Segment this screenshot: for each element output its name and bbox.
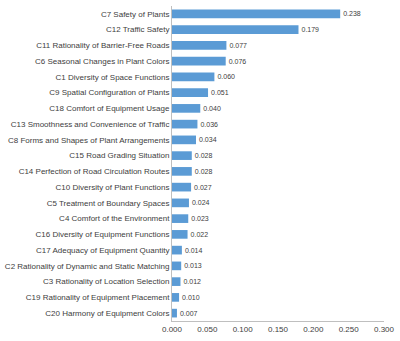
svg-text:0.034: 0.034 (199, 136, 217, 143)
svg-text:0.040: 0.040 (203, 105, 221, 112)
svg-text:0.076: 0.076 (229, 58, 247, 65)
svg-text:0.051: 0.051 (211, 89, 229, 96)
svg-text:0.200: 0.200 (303, 325, 324, 334)
svg-text:0.250: 0.250 (339, 325, 360, 334)
svg-text:C6 Seasonal Changes in Plant C: C6 Seasonal Changes in Plant Colors (35, 57, 169, 66)
svg-text:C15 Road Grading Situation: C15 Road Grading Situation (69, 151, 169, 160)
svg-text:C5 Treatment of Boundary Space: C5 Treatment of Boundary Spaces (47, 199, 170, 208)
svg-text:0.050: 0.050 (197, 325, 218, 334)
svg-text:0.010: 0.010 (182, 294, 200, 301)
svg-text:C12 Traffic Safety: C12 Traffic Safety (106, 25, 169, 34)
svg-text:0.012: 0.012 (183, 278, 201, 285)
svg-text:C14 Perfection of Road Circula: C14 Perfection of Road Circulation Route… (19, 167, 170, 176)
svg-text:C11 Rationality of Barrier-Fre: C11 Rationality of Barrier-Free Roads (36, 41, 169, 50)
svg-text:0.022: 0.022 (191, 231, 209, 238)
svg-text:0.014: 0.014 (185, 247, 203, 254)
svg-text:C10 Diversity of Plant Functio: C10 Diversity of Plant Functions (56, 183, 170, 192)
svg-text:C4 Comfort of the Environment: C4 Comfort of the Environment (59, 214, 170, 223)
svg-text:0.077: 0.077 (229, 42, 247, 49)
svg-text:C20 Harmony of Equipment Color: C20 Harmony of Equipment Colors (45, 309, 169, 318)
svg-text:C17 Adequacy of Equipment Quan: C17 Adequacy of Equipment Quantity (36, 246, 169, 255)
svg-text:0.013: 0.013 (184, 262, 202, 269)
svg-text:C16 Diversity of Equipment Fun: C16 Diversity of Equipment Functions (36, 230, 170, 239)
svg-text:0.300: 0.300 (374, 325, 395, 334)
svg-text:0.027: 0.027 (194, 184, 212, 191)
svg-text:0.028: 0.028 (195, 168, 213, 175)
svg-text:0.060: 0.060 (217, 73, 235, 80)
svg-text:0.150: 0.150 (268, 325, 289, 334)
svg-text:C8 Forms and Shapes of Plant A: C8 Forms and Shapes of Plant Arrangement… (8, 136, 169, 145)
svg-text:C7 Safety of Plants: C7 Safety of Plants (101, 10, 169, 19)
svg-text:0.007: 0.007 (180, 310, 198, 317)
svg-text:C1 Diversity of Space Function: C1 Diversity of Space Functions (56, 73, 170, 82)
svg-text:C18 Comfort of Equipment Usage: C18 Comfort of Equipment Usage (49, 104, 170, 113)
svg-text:C2 Rationality of Dynamic and: C2 Rationality of Dynamic and Static Mat… (5, 262, 170, 271)
svg-text:0.100: 0.100 (233, 325, 254, 334)
svg-text:0.000: 0.000 (162, 325, 183, 334)
svg-text:C13 Smoothness and Convenience: C13 Smoothness and Convenience of Traffi… (11, 120, 170, 129)
svg-text:0.238: 0.238 (343, 10, 361, 17)
svg-text:0.028: 0.028 (195, 152, 213, 159)
svg-text:0.179: 0.179 (301, 26, 319, 33)
svg-text:0.036: 0.036 (200, 121, 218, 128)
svg-text:C9 Spatial Configuration of Pl: C9 Spatial Configuration of Plants (49, 88, 169, 97)
svg-text:0.024: 0.024 (192, 199, 210, 206)
svg-text:0.023: 0.023 (191, 215, 209, 222)
svg-text:C3 Rationality of Location Sel: C3 Rationality of Location Selection (43, 277, 169, 286)
svg-text:C19 Rationality of Equipment P: C19 Rationality of Equipment Placement (26, 293, 170, 302)
